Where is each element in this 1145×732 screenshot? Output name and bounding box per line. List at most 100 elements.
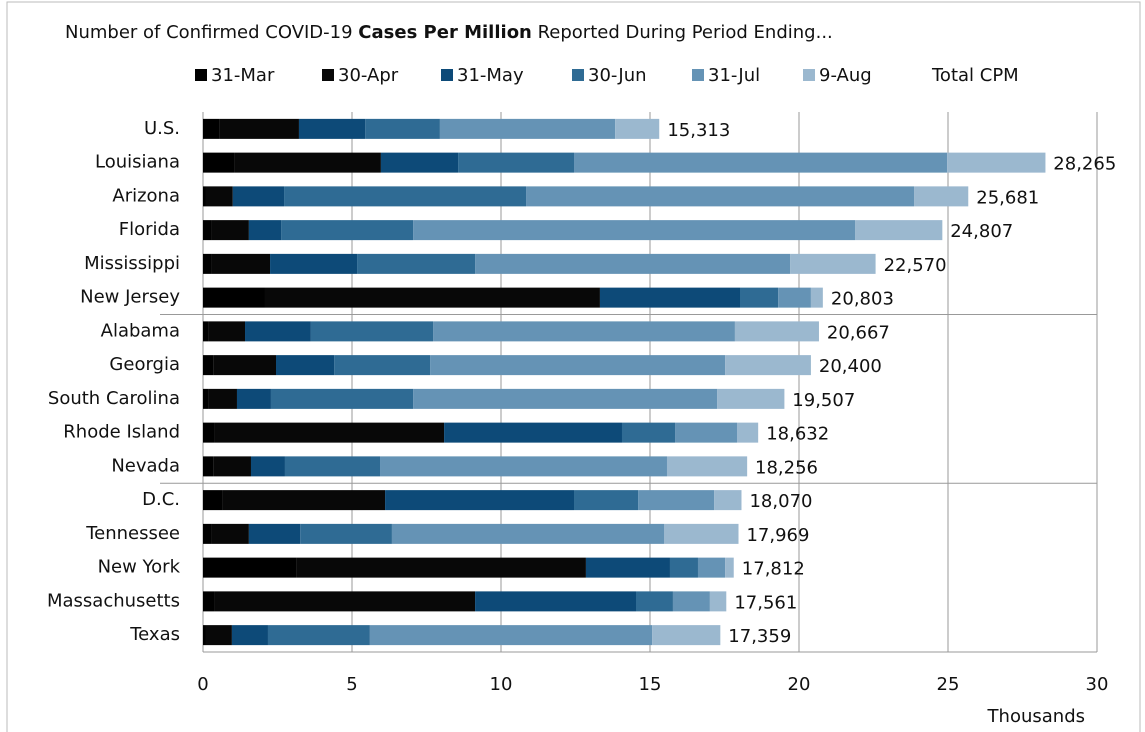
- total-label: 18,070: [749, 491, 812, 512]
- bar-segment: [284, 186, 527, 207]
- bar-segment: [391, 523, 665, 544]
- legend-swatch: [322, 69, 334, 81]
- title-bold: Cases Per Million: [358, 22, 532, 43]
- bar-segment: [203, 186, 206, 207]
- bar-segment: [214, 422, 445, 443]
- bar-segment: [675, 422, 738, 443]
- bar-segment: [734, 321, 819, 342]
- y-tick-label: Mississippi: [84, 253, 180, 274]
- bar-segment: [778, 287, 811, 308]
- bar-segment: [666, 456, 748, 477]
- bar-segment: [725, 355, 811, 376]
- legend-swatch: [692, 69, 704, 81]
- bar-segment: [211, 523, 249, 544]
- bar-segment: [203, 321, 209, 342]
- bar-segment: [475, 591, 636, 612]
- bar-segment: [714, 490, 742, 511]
- bar-segment: [430, 355, 726, 376]
- bar-segment: [219, 118, 299, 139]
- bar-segment: [203, 557, 297, 578]
- bar-segment: [281, 220, 414, 241]
- y-tick-label: D.C.: [142, 489, 180, 510]
- bar-segment: [298, 118, 366, 139]
- bar-segment: [672, 591, 710, 612]
- bar-segment: [737, 422, 759, 443]
- bar-segment: [203, 625, 206, 646]
- bar-segment: [267, 625, 370, 646]
- bar-segment: [599, 287, 740, 308]
- bar-segment: [475, 253, 791, 274]
- bar-segment: [300, 523, 392, 544]
- bar-segment: [413, 220, 856, 241]
- bar-segment: [669, 557, 698, 578]
- bar-segment: [439, 118, 616, 139]
- x-axis-label: Thousands: [987, 706, 1085, 727]
- y-tick-label: Tennessee: [85, 523, 180, 544]
- y-tick-label: New York: [98, 557, 181, 578]
- bar-segment: [652, 625, 721, 646]
- bar-segment: [270, 253, 358, 274]
- bar-segment: [248, 220, 282, 241]
- y-tick-label: Arizona: [112, 185, 180, 206]
- chart-title: Number of Confirmed COVID-19 Cases Per M…: [65, 22, 833, 43]
- legend-label: 31-Mar: [211, 65, 275, 86]
- bar-segment: [205, 625, 232, 646]
- bar-segment: [232, 186, 285, 207]
- legend-swatch: [195, 69, 207, 81]
- bar-segment: [458, 152, 575, 173]
- bar-segment: [203, 355, 214, 376]
- x-tick-label: 15: [639, 674, 662, 695]
- x-tick-label: 30: [1086, 674, 1109, 695]
- y-tick-label: Florida: [119, 219, 180, 240]
- y-tick-label: Rhode Island: [63, 422, 180, 443]
- y-tick-label: Louisiana: [95, 152, 180, 173]
- bar-segment: [203, 591, 215, 612]
- bar-segment: [855, 220, 943, 241]
- bar-segment: [574, 152, 948, 173]
- total-label: 25,681: [976, 187, 1039, 208]
- y-tick-label: Nevada: [111, 455, 180, 476]
- legend-label: 31-May: [457, 65, 524, 86]
- legend-label: 9-Aug: [819, 65, 872, 86]
- bar-segment: [250, 456, 285, 477]
- y-tick-label: Georgia: [109, 354, 180, 375]
- legend-label: 31-Jul: [708, 65, 760, 86]
- chart-border: [6, 1, 1141, 732]
- total-label: 18,256: [755, 457, 818, 478]
- bar-segment: [296, 557, 586, 578]
- bar-segment: [709, 591, 727, 612]
- bar-segment: [205, 186, 233, 207]
- x-tick-label: 25: [937, 674, 960, 695]
- bar-segment: [717, 388, 785, 409]
- bar-segment: [276, 355, 335, 376]
- bar-segment: [211, 220, 249, 241]
- bar-segment: [245, 321, 311, 342]
- bar-segment: [664, 523, 739, 544]
- bar-segment: [739, 287, 779, 308]
- bar-segment: [947, 152, 1046, 173]
- bar-segment: [310, 321, 434, 342]
- bar-segment: [211, 253, 271, 274]
- x-tick-label: 10: [490, 674, 513, 695]
- y-tick-label: New Jersey: [80, 287, 180, 308]
- bar-segment: [725, 557, 734, 578]
- total-label: 19,507: [792, 390, 855, 411]
- total-label: 20,400: [819, 356, 882, 377]
- total-label: 22,570: [884, 255, 947, 276]
- bar-segment: [231, 625, 268, 646]
- bar-segment: [234, 152, 381, 173]
- total-label: 20,667: [827, 322, 890, 343]
- total-label: 24,807: [950, 221, 1013, 242]
- y-tick-label: Alabama: [101, 320, 180, 341]
- bar-segment: [203, 118, 220, 139]
- bar-segment: [635, 591, 673, 612]
- bar-segment: [369, 625, 653, 646]
- bar-segment: [334, 355, 431, 376]
- bar-segment: [203, 523, 212, 544]
- total-label: 18,632: [766, 424, 829, 445]
- x-tick-label: 5: [346, 674, 357, 695]
- bar-segment: [203, 422, 215, 443]
- bar-segment: [270, 388, 414, 409]
- total-label: 17,359: [728, 626, 791, 647]
